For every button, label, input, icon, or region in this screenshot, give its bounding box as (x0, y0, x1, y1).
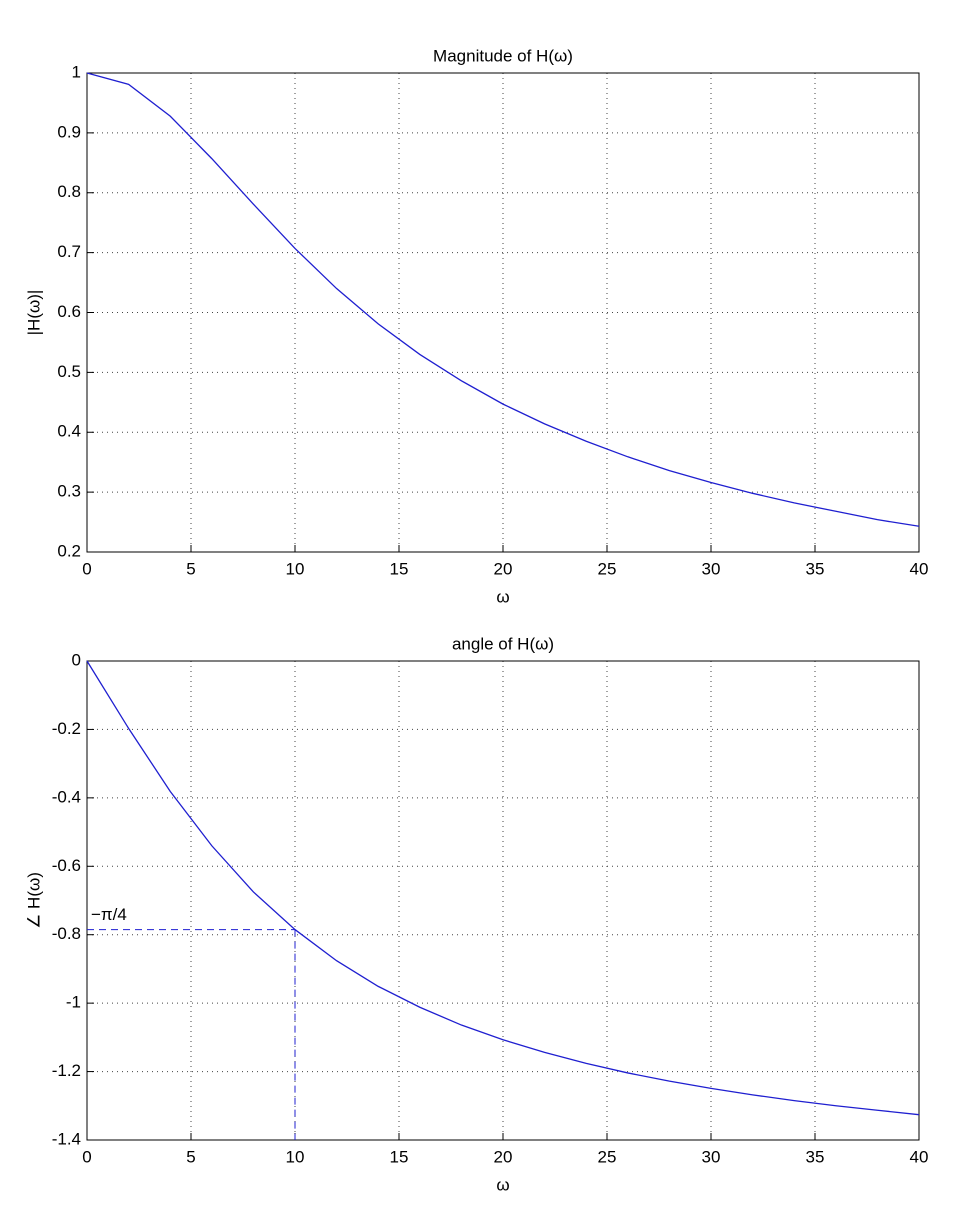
x-tick-label: 25 (598, 559, 617, 578)
x-tick-label: 5 (186, 1147, 195, 1166)
y-tick-label: -0.2 (52, 719, 81, 738)
x-tick-label: 35 (806, 1147, 825, 1166)
x-tick-label: 35 (806, 559, 825, 578)
y-tick-label: -0.8 (52, 924, 81, 943)
y-tick-label: -0.4 (52, 787, 81, 806)
x-tick-label: 10 (286, 1147, 305, 1166)
y-tick-label: 0.8 (57, 182, 81, 201)
x-tick-label: 20 (494, 1147, 513, 1166)
x-tick-label: 40 (910, 1147, 929, 1166)
y-tick-label: 0.6 (57, 302, 81, 321)
x-tick-label: 25 (598, 1147, 617, 1166)
data-line (86, 72, 920, 527)
chart-title: angle of H(ω) (452, 634, 554, 653)
y-tick-label: -1.2 (52, 1061, 81, 1080)
y-tick-label: 0.2 (57, 541, 81, 560)
y-tick-label: 0.3 (57, 482, 81, 501)
y-tick-label: 0.7 (57, 242, 81, 261)
y-tick-label: 1 (72, 62, 81, 81)
y-axis-label: ∠ H(ω) (24, 872, 43, 929)
x-tick-label: 0 (82, 559, 91, 578)
y-axis-label: |H(ω)| (24, 290, 43, 336)
x-tick-label: 20 (494, 559, 513, 578)
x-tick-label: 30 (702, 1147, 721, 1166)
x-tick-label: 15 (390, 559, 409, 578)
y-tick-label: 0 (72, 650, 81, 669)
plot-frame (86, 660, 920, 1141)
y-tick-label: -1.4 (52, 1129, 81, 1148)
y-tick-label: 0.4 (57, 422, 81, 441)
x-tick-label: 40 (910, 559, 929, 578)
y-tick-label: -1 (66, 993, 81, 1012)
x-tick-label: 0 (82, 1147, 91, 1166)
chart-title: Magnitude of H(ω) (433, 46, 573, 65)
x-tick-label: 10 (286, 559, 305, 578)
x-tick-label: 30 (702, 559, 721, 578)
x-axis-label: ω (496, 1175, 509, 1194)
annotation: −π/4 (91, 905, 127, 924)
x-tick-label: 5 (186, 559, 195, 578)
data-line (86, 660, 920, 1116)
y-tick-label: 0.5 (57, 362, 81, 381)
x-tick-label: 15 (390, 1147, 409, 1166)
x-axis-label: ω (496, 587, 509, 606)
y-tick-label: 0.9 (57, 122, 81, 141)
y-tick-label: -0.6 (52, 856, 81, 875)
plot-frame (86, 72, 920, 553)
